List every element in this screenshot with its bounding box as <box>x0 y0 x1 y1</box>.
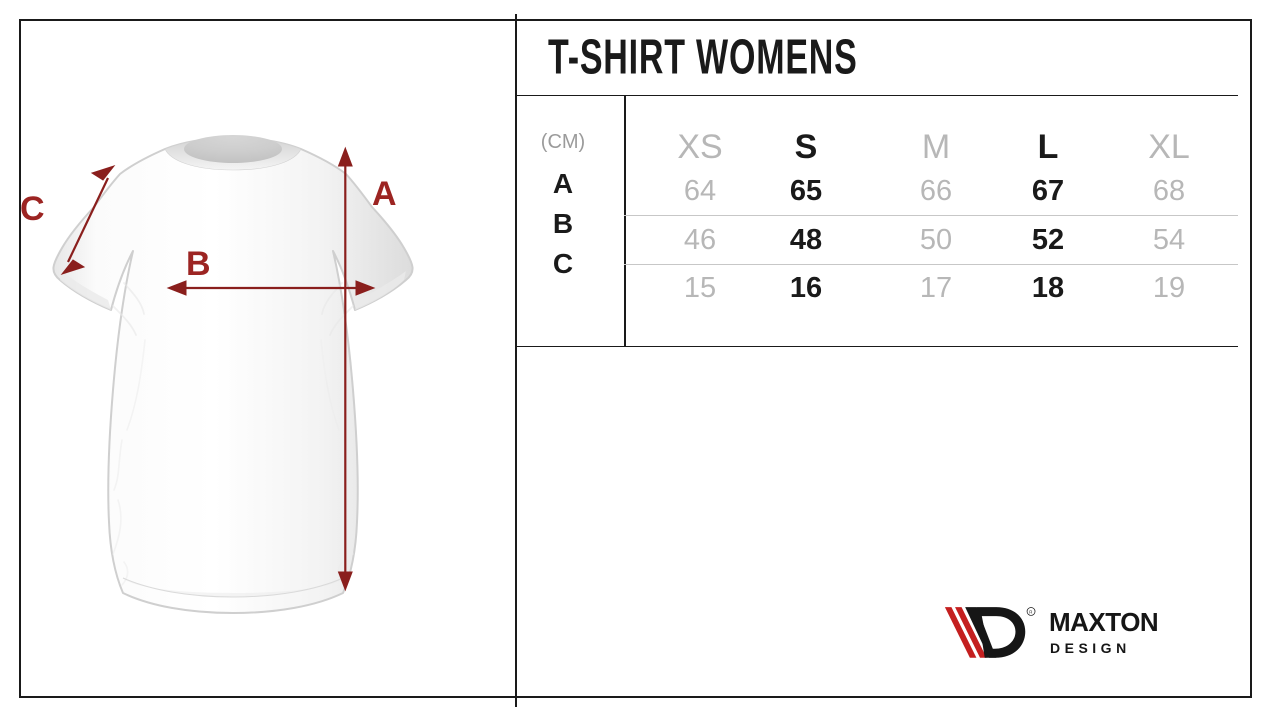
svg-text:R: R <box>1029 609 1032 614</box>
svg-text:MAXTON: MAXTON <box>1049 607 1158 637</box>
svg-text:DESIGN: DESIGN <box>1050 640 1131 656</box>
svg-text:A: A <box>372 175 397 213</box>
svg-text:B: B <box>186 245 211 283</box>
svg-text:C: C <box>20 190 45 228</box>
